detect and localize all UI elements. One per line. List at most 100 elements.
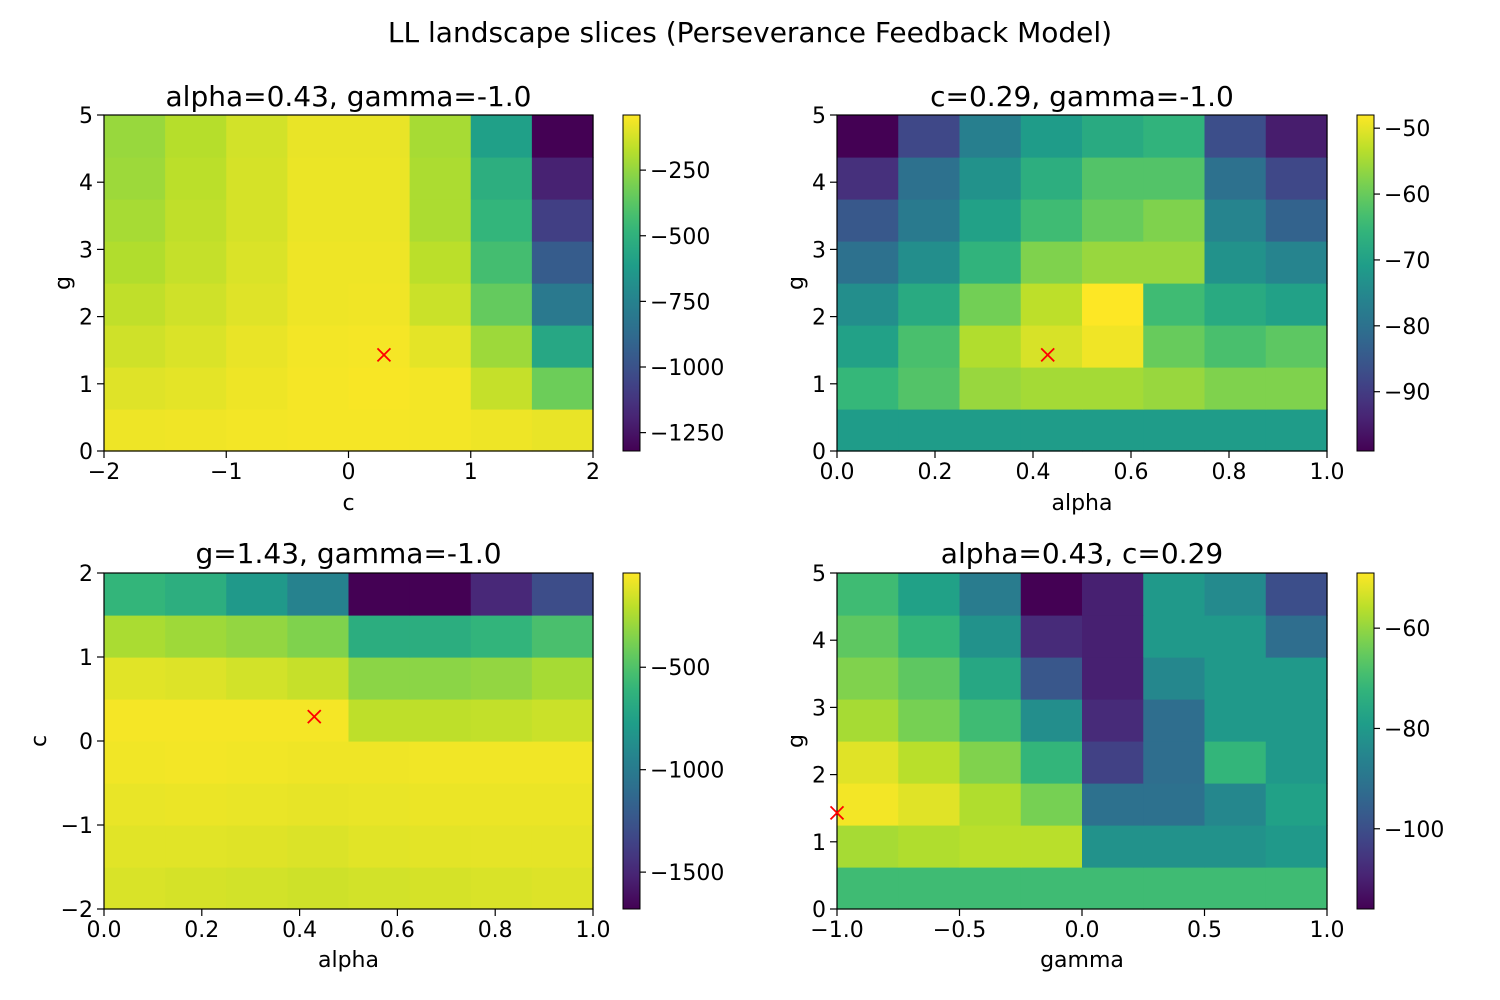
- heatmap-cell: [1265, 657, 1328, 700]
- heatmap-cells: [104, 573, 594, 910]
- heatmap-cell: [226, 825, 288, 868]
- heatmap-cell: [1082, 783, 1144, 826]
- heatmap-cell: [959, 157, 1022, 200]
- heatmap-cell: [1143, 699, 1206, 742]
- heatmap-cell: [1020, 825, 1083, 868]
- heatmap-cell: [1020, 325, 1083, 368]
- colorbar-tick-label: −100: [1384, 818, 1444, 843]
- heatmap-cell: [348, 409, 411, 452]
- heatmap-cell: [409, 325, 472, 368]
- heatmap-cell: [1020, 157, 1083, 200]
- x-tick-label: −0.5: [933, 918, 986, 943]
- x-tick-label: 2: [586, 460, 600, 485]
- heatmap-cell: [1143, 241, 1206, 284]
- heatmap-cell: [287, 325, 350, 368]
- colorbar-tick-label: −80: [1384, 315, 1430, 340]
- heatmap-cell: [898, 157, 961, 200]
- colorbar: [1356, 114, 1375, 452]
- heatmap-cell: [959, 741, 1022, 784]
- x-tick-label: 0.4: [282, 918, 317, 943]
- heatmap-cell: [226, 367, 288, 410]
- y-tick-label: 5: [812, 104, 826, 129]
- heatmap-cell: [1020, 657, 1083, 700]
- heatmap-cell: [1143, 573, 1206, 616]
- y-tick-label: 0: [79, 730, 93, 755]
- heatmap-cell: [837, 741, 899, 784]
- heatmap-cell: [837, 241, 899, 284]
- y-tick-label: 0: [812, 898, 826, 923]
- heatmap-cell: [531, 157, 594, 200]
- colorbar-tick-label: −60: [1384, 617, 1430, 642]
- heatmap-cell: [837, 367, 899, 410]
- heatmap-cell: [959, 657, 1022, 700]
- colorbar-tick-label: −70: [1384, 249, 1430, 274]
- heatmap-cell: [1265, 157, 1328, 200]
- heatmap-cell: [470, 867, 533, 910]
- y-tick-label: −2: [61, 898, 93, 923]
- heatmap-cell: [531, 867, 594, 910]
- heatmap-cell: [104, 115, 166, 158]
- heatmap-cell: [531, 615, 594, 658]
- heatmap-cell: [1082, 699, 1144, 742]
- x-tick-label: 1.0: [576, 918, 611, 943]
- heatmap-cell: [1020, 741, 1083, 784]
- heatmap-cell: [1265, 825, 1328, 868]
- x-tick-label: 0.4: [1016, 460, 1051, 485]
- heatmap-cell: [837, 615, 899, 658]
- heatmap-cell: [898, 741, 961, 784]
- heatmap-cell: [898, 325, 961, 368]
- heatmap-cell: [1020, 367, 1083, 410]
- heatmap-cell: [1204, 867, 1267, 910]
- panel-bottom-right: alpha=0.43, c=0.29 gamma g −1.0 −0.5 0.0 0.…: [784, 537, 1444, 973]
- heatmap-cell: [1204, 657, 1267, 700]
- heatmap-cell: [837, 699, 899, 742]
- colorbar-tick-label: −500: [650, 656, 710, 681]
- heatmap-cell: [837, 157, 899, 200]
- heatmap-cell: [165, 573, 227, 616]
- panel-title: alpha=0.43, gamma=-1.0: [166, 80, 532, 113]
- colorbar: [622, 114, 641, 452]
- heatmap-cell: [898, 573, 961, 616]
- heatmap-cell: [898, 115, 961, 158]
- heatmap-cell: [226, 615, 288, 658]
- y-tick-label: 3: [79, 238, 93, 263]
- heatmap-cell: [226, 325, 288, 368]
- heatmap-cell: [165, 283, 227, 326]
- colorbar-tick-label: −1500: [650, 861, 724, 886]
- x-axis-label: alpha: [1052, 491, 1113, 516]
- heatmap-cell: [531, 325, 594, 368]
- heatmap-cell: [898, 699, 961, 742]
- heatmap-cell: [348, 283, 411, 326]
- y-tick-label: 2: [812, 764, 826, 789]
- x-tick-label: −2: [88, 460, 120, 485]
- y-tick-label: 0: [79, 440, 93, 465]
- heatmap-cell: [165, 199, 227, 242]
- panel-title: g=1.43, gamma=-1.0: [195, 537, 501, 570]
- heatmap-cell: [1204, 157, 1267, 200]
- heatmap-cell: [287, 573, 350, 616]
- x-axis-label: gamma: [1040, 948, 1124, 973]
- heatmap-cell: [531, 115, 594, 158]
- heatmap-cell: [1265, 783, 1328, 826]
- heatmap-cell: [165, 367, 227, 410]
- heatmap-cell: [104, 699, 166, 742]
- heatmap-cell: [1143, 741, 1206, 784]
- heatmap-cell: [409, 115, 472, 158]
- heatmap-cell: [226, 699, 288, 742]
- heatmap-cell: [226, 241, 288, 284]
- heatmap-cell: [165, 241, 227, 284]
- x-tick-label: 0.8: [1212, 460, 1247, 485]
- best-fit-marker: [376, 347, 392, 363]
- heatmap-cell: [470, 825, 533, 868]
- heatmap-cell: [409, 699, 472, 742]
- heatmap-cell: [531, 409, 594, 452]
- y-tick-label: 4: [812, 629, 826, 654]
- heatmap-cell: [1204, 325, 1267, 368]
- heatmap-cell: [1204, 199, 1267, 242]
- heatmap-cell: [226, 783, 288, 826]
- heatmap-cell: [898, 283, 961, 326]
- colorbar-tick-label: −250: [650, 159, 710, 184]
- heatmap-cell: [1082, 157, 1144, 200]
- heatmap-cell: [409, 783, 472, 826]
